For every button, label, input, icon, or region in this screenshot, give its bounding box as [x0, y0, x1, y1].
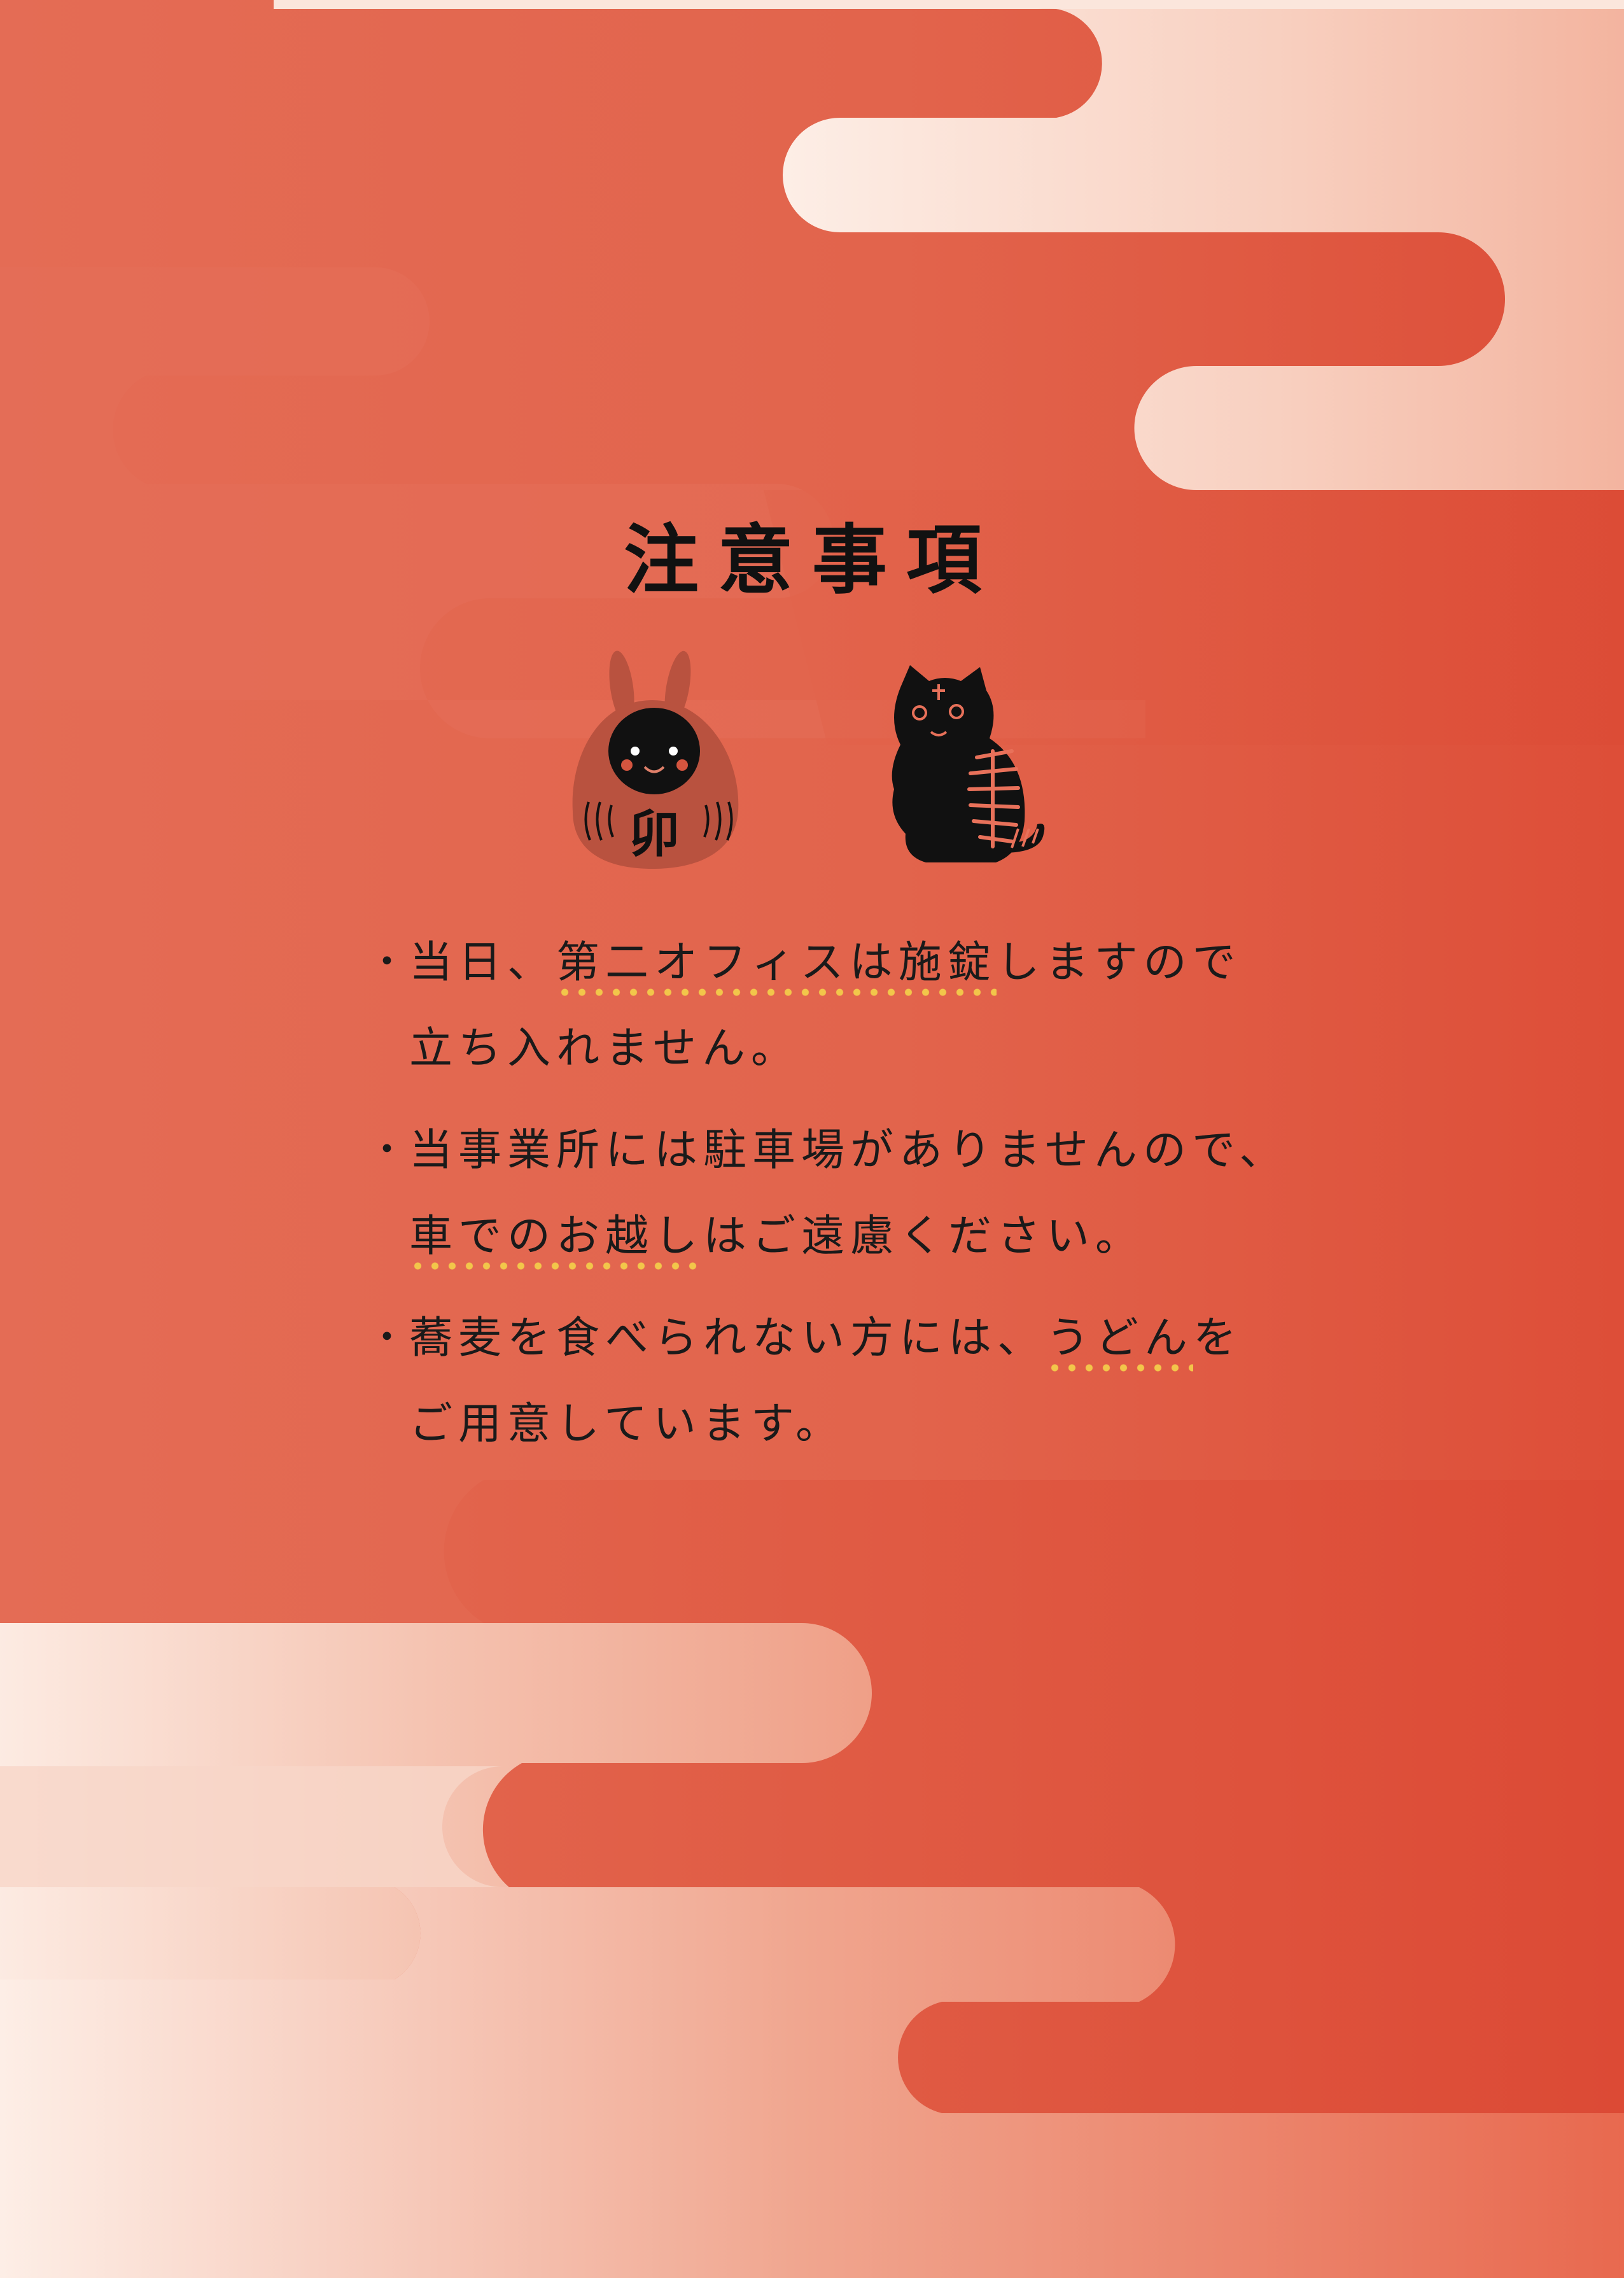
- cloud-top-right: [783, 8, 1624, 490]
- cloud-bottom-left-inner: [0, 1766, 503, 1887]
- bullet-mark: ・: [368, 1128, 412, 1172]
- notice-text: 当日、: [409, 938, 557, 988]
- cloud-bottom: [0, 1887, 1624, 2278]
- faint-cloud-upper: [0, 267, 1145, 738]
- notice-item-udon: ・ 蕎麦を食べられない方には、うどんを ご用意しています。: [368, 1295, 1297, 1467]
- notice-text: 立ち入れません。: [409, 1023, 800, 1074]
- notice-list: ・ 当日、第二オフィスは施錠しますので 立ち入れません。 ・ 当事業所には駐車場…: [368, 920, 1297, 1483]
- notice-text: 当事業所には駐車場がありませんので、: [409, 1125, 1289, 1176]
- emphasis-text: うどん: [1046, 1313, 1194, 1372]
- notice-item-parking: ・ 当事業所には駐車場がありませんので、 車でのお越しはご遠慮ください。: [368, 1107, 1297, 1279]
- rabbit-daruma-icon: 卯: [572, 650, 739, 869]
- notice-text: 蕎麦を食べられない方には、: [409, 1313, 1047, 1363]
- rabbit-label: 卯: [629, 805, 680, 864]
- bullet-mark: ・: [368, 1316, 412, 1360]
- notice-text: しますので: [996, 938, 1242, 988]
- black-tiger-icon: [892, 665, 1045, 862]
- deep-band-lower: [444, 1480, 1624, 2113]
- notice-text: はご遠慮ください。: [703, 1211, 1145, 1262]
- notice-text: ご用意しています。: [409, 1399, 845, 1449]
- notice-item-office: ・ 当日、第二オフィスは施錠しますので 立ち入れません。: [368, 920, 1297, 1092]
- emphasis-text: 第二オフィスは施錠: [556, 938, 997, 997]
- top-edge-strip: [274, 0, 1624, 9]
- emphasis-text: 車でのお越し: [409, 1211, 704, 1270]
- page-title: 注意事項: [623, 516, 1000, 604]
- bullet-mark: ・: [368, 940, 412, 985]
- notice-text: を: [1193, 1313, 1243, 1363]
